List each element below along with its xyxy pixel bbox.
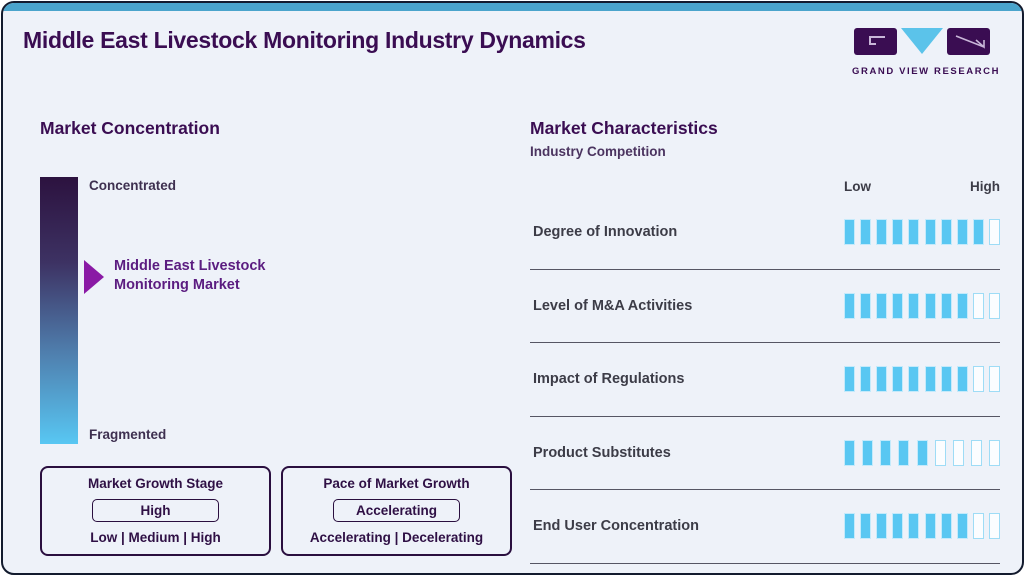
segment-filled <box>892 513 904 540</box>
segment-empty <box>972 292 984 319</box>
scale-high-label: High <box>970 179 1000 194</box>
segment-filled <box>892 219 904 246</box>
segment-filled <box>908 366 920 393</box>
characteristic-row: Impact of Regulations <box>530 343 1000 417</box>
segment-filled <box>892 366 904 393</box>
segment-empty <box>988 513 1000 540</box>
segment-empty <box>988 219 1000 246</box>
segment-filled <box>956 513 968 540</box>
characteristic-row: End User Concentration <box>530 490 1000 564</box>
segment-filled <box>844 513 855 540</box>
segment-empty <box>970 439 982 466</box>
segment-empty <box>989 439 1000 466</box>
market-growth-stage-box: Market Growth Stage High Low | Medium | … <box>40 466 271 556</box>
segment-filled <box>876 292 888 319</box>
segment-empty <box>988 366 1000 393</box>
segment-filled <box>916 439 928 466</box>
pace-of-growth-options: Accelerating | Decelerating <box>309 530 484 545</box>
characteristic-row: Degree of Innovation <box>530 196 1000 270</box>
segment-filled <box>924 292 936 319</box>
characteristic-label: Impact of Regulations <box>533 371 685 388</box>
characteristic-label: Product Substitutes <box>533 444 671 461</box>
concentrated-label: Concentrated <box>89 178 177 193</box>
segment-filled <box>972 219 984 246</box>
characteristic-label: Degree of Innovation <box>533 224 678 241</box>
segment-filled <box>908 513 920 540</box>
pace-of-growth-title: Pace of Market Growth <box>323 476 470 491</box>
page-title: Middle East Livestock Monitoring Industr… <box>23 27 586 53</box>
segment-filled <box>956 366 968 393</box>
segment-filled <box>860 366 872 393</box>
segment-filled <box>892 292 904 319</box>
characteristic-row: Level of M&A Activities <box>530 270 1000 343</box>
segment-filled <box>956 292 968 319</box>
fragmented-label: Fragmented <box>89 427 167 442</box>
segment-filled <box>940 219 952 246</box>
segment-filled <box>844 219 855 246</box>
market-concentration-heading: Market Concentration <box>40 118 220 138</box>
segment-filled <box>844 439 855 466</box>
segment-filled <box>898 439 910 466</box>
characteristic-row: Product Substitutes <box>530 417 1000 490</box>
segment-empty <box>934 439 946 466</box>
market-characteristics-heading: Market Characteristics <box>530 118 718 138</box>
market-pointer-line1: Middle East Livestock <box>114 258 266 274</box>
market-pointer-line2: Monitoring Market <box>114 276 240 293</box>
market-characteristics-panel: Market Characteristics Industry Competit… <box>530 118 1000 564</box>
logo-v-triangle <box>901 28 943 54</box>
rating-segments <box>844 366 1000 393</box>
top-accent-bar <box>3 3 1022 11</box>
segment-empty <box>988 292 1000 319</box>
gvr-logo-text: GRAND VIEW RESEARCH <box>852 66 1001 77</box>
scale-low-label: Low <box>844 179 871 194</box>
segment-empty <box>952 439 964 466</box>
segment-filled <box>876 219 888 246</box>
market-pointer-icon <box>84 260 104 294</box>
segment-filled <box>860 292 872 319</box>
characteristic-label: Level of M&A Activities <box>533 297 693 314</box>
scale-labels: Low High <box>844 179 1000 194</box>
industry-competition-subheading: Industry Competition <box>530 144 666 159</box>
segment-filled <box>880 439 892 466</box>
market-growth-stage-title: Market Growth Stage <box>87 476 224 491</box>
market-growth-stage-value: High <box>92 499 219 522</box>
rating-segments <box>844 439 1000 466</box>
segment-filled <box>908 219 920 246</box>
pace-of-growth-value: Accelerating <box>333 499 460 522</box>
segment-filled <box>860 219 872 246</box>
market-pointer-label: Middle East Livestock Monitoring Market <box>114 257 266 295</box>
segment-filled <box>860 513 872 540</box>
characteristic-rows: Degree of Innovation Level of M&A Activi… <box>530 196 1000 564</box>
segment-filled <box>844 292 855 319</box>
segment-filled <box>844 366 855 393</box>
gvr-logo-mark <box>854 28 990 55</box>
segment-filled <box>924 219 936 246</box>
segment-empty <box>972 366 984 393</box>
segment-empty <box>972 513 984 540</box>
rating-segments <box>844 219 1000 246</box>
market-growth-stage-options: Low | Medium | High <box>90 530 221 545</box>
concentration-gradient-chart: Concentrated Fragmented Middle East Live… <box>40 177 360 444</box>
pace-of-growth-box: Pace of Market Growth Accelerating Accel… <box>281 466 512 556</box>
segment-filled <box>956 219 968 246</box>
segment-filled <box>940 366 952 393</box>
segment-filled <box>876 513 888 540</box>
segment-filled <box>862 439 874 466</box>
segment-filled <box>924 366 936 393</box>
segment-filled <box>924 513 936 540</box>
concentration-gradient-bar <box>40 177 78 444</box>
rating-segments <box>844 292 1000 319</box>
rating-segments <box>844 513 1000 540</box>
segment-filled <box>876 366 888 393</box>
segment-filled <box>908 292 920 319</box>
characteristic-label: End User Concentration <box>533 518 699 535</box>
gvr-logo: GRAND VIEW RESEARCH <box>852 27 1001 77</box>
segment-filled <box>940 513 952 540</box>
segment-filled <box>940 292 952 319</box>
